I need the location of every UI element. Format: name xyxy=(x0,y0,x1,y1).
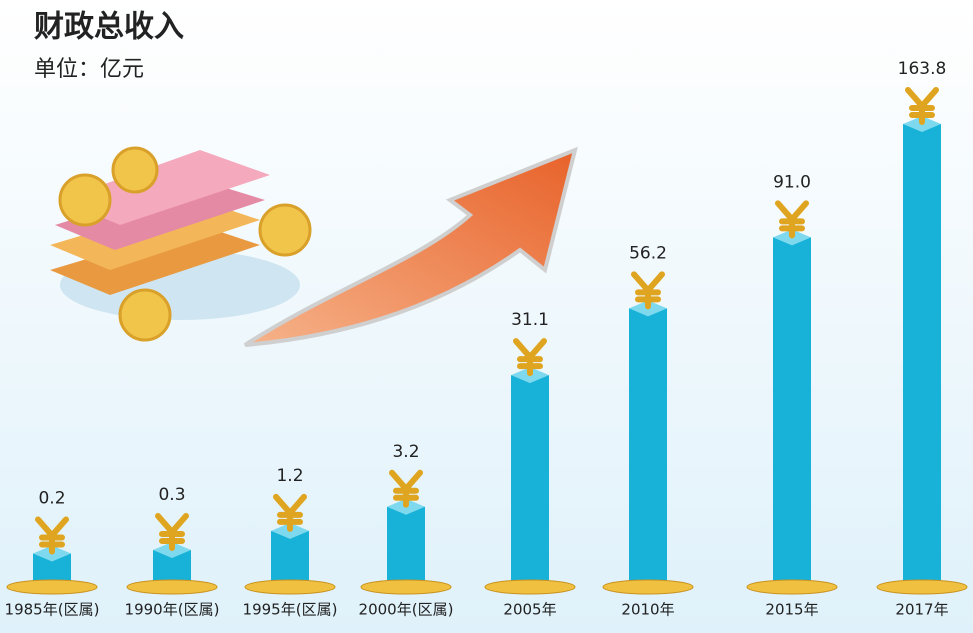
value-label: 163.8 xyxy=(898,59,947,79)
bar xyxy=(903,124,941,585)
yen-icon xyxy=(905,87,939,125)
chart-subtitle: 单位：亿元 xyxy=(34,57,144,82)
value-label: 0.2 xyxy=(38,488,65,508)
yen-icon xyxy=(631,271,665,310)
value-label: 56.2 xyxy=(629,243,667,263)
bar xyxy=(773,237,811,585)
value-label: 1.2 xyxy=(276,466,303,486)
yen-icon xyxy=(389,469,423,508)
value-label: 91.0 xyxy=(773,172,811,192)
x-tick-label: 2000年(区属) xyxy=(359,601,454,619)
bar xyxy=(271,530,309,585)
bar xyxy=(511,375,549,585)
value-label: 3.2 xyxy=(392,442,419,462)
coin-pile xyxy=(6,579,98,595)
coin-pile xyxy=(126,579,218,595)
x-tick-label: 1990年(区属) xyxy=(125,601,220,619)
value-label: 31.1 xyxy=(511,310,549,330)
x-tick-label: 2005年 xyxy=(503,601,556,619)
coin-pile xyxy=(746,579,838,595)
yen-icon xyxy=(35,516,69,555)
money-illustration xyxy=(50,146,312,342)
coin-pile xyxy=(360,579,452,595)
yen-icon xyxy=(273,493,307,532)
coin-pile xyxy=(484,579,576,595)
coin-pile xyxy=(876,579,968,595)
value-label: 0.3 xyxy=(158,485,185,505)
bar xyxy=(629,308,667,585)
x-tick-label: 1995年(区属) xyxy=(243,601,338,619)
x-tick-label: 1985年(区属) xyxy=(5,601,100,619)
yen-icon xyxy=(775,200,809,239)
coin-pile xyxy=(244,579,336,595)
x-tick-label: 2010年 xyxy=(621,601,674,619)
yen-icon xyxy=(155,512,189,551)
growth-arrow xyxy=(243,146,578,347)
bar xyxy=(387,506,425,585)
coin-pile xyxy=(602,579,694,595)
yen-icon xyxy=(513,338,547,377)
chart-title: 财政总收入 xyxy=(34,10,184,45)
x-tick-label: 2017年 xyxy=(895,601,948,619)
x-tick-label: 2015年 xyxy=(765,601,818,619)
